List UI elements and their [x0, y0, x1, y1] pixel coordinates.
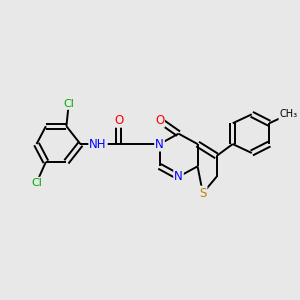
Text: S: S	[199, 187, 206, 200]
Text: CH₃: CH₃	[279, 109, 297, 119]
Text: O: O	[114, 114, 123, 127]
Text: Cl: Cl	[63, 99, 74, 109]
Text: NH: NH	[89, 138, 107, 151]
Text: N: N	[174, 170, 183, 183]
Text: N: N	[155, 138, 164, 151]
Text: O: O	[155, 114, 164, 127]
Text: Cl: Cl	[31, 178, 42, 188]
